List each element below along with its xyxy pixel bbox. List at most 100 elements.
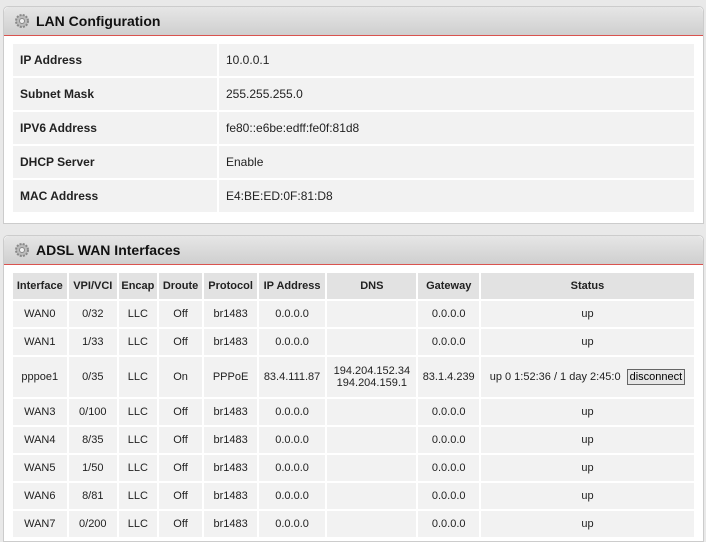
cell-text: up [581,406,594,418]
cell-droute: Off [158,301,203,327]
table-row: WAN0 0/32 LLC Off br1483 0.0.0.0 0.0.0.0 up [13,301,694,327]
disconnect-button[interactable]: disconnect [626,369,686,385]
cell-ip-address: 83.4.111.87 [258,357,326,397]
cell-text: Off [173,490,188,502]
row-label: IPV6 Address [13,112,217,144]
cell-encap: LLC [119,455,157,481]
cell-text: 0.0.0.0 [275,434,309,446]
lan-row: IP Address 10.0.0.1 [13,44,694,76]
cell-status: up [480,427,694,453]
cell-droute: On [158,357,203,397]
cell-status: up [480,483,694,509]
cell-protocol: br1483 [204,455,257,481]
cell-text: LLC [127,406,148,418]
cell-encap: LLC [119,483,157,509]
cell-text: 0/200 [79,518,107,530]
cell-text: 0.0.0.0 [275,518,309,530]
column-header: Interface [13,273,67,299]
cell-text: 0.0.0.0 [431,308,466,320]
table-row: WAN1 1/33 LLC Off br1483 0.0.0.0 0.0.0.0 up [13,329,694,355]
cell-text: up [581,518,594,530]
cell-protocol: PPPoE [204,357,257,397]
lan-row: DHCP Server Enable [13,146,694,178]
cell-text: LLC [127,462,148,474]
table-header-row: Interface VPI/VCI Encap Droute Protocol IP Ad… [13,273,694,299]
lan-panel-header: LAN Configuration [4,7,703,36]
cell-encap: LLC [119,329,157,355]
cell-text: LLC [127,518,148,530]
cell-dns [327,483,417,509]
cell-ip-address: 0.0.0.0 [258,455,326,481]
cell-text: br1483 [213,434,248,446]
row-value: E4:BE:ED:0F:81:D8 [219,180,694,212]
cell-gateway: 0.0.0.0 [418,329,479,355]
cell-text: On [173,371,188,383]
cell-interface: WAN0 [13,301,67,327]
cell-gateway: 0.0.0.0 [418,511,479,537]
cell-interface: pppoe1 [13,357,67,397]
cell-interface: WAN4 [13,427,67,453]
column-header: Droute [158,273,203,299]
gear-icon [15,243,29,257]
adsl-wan-panel: ADSL WAN Interfaces Interface VPI/VCI Enca… [3,235,704,542]
cell-text: up [581,336,594,348]
cell-ip-address: 0.0.0.0 [258,399,326,425]
cell-dns [327,427,417,453]
cell-text: 1/50 [82,462,104,474]
cell-text: 0.0.0.0 [431,518,466,530]
cell-vpi-vci: 1/33 [68,329,117,355]
cell-text: 0.0.0.0 [431,336,466,348]
cell-text: 0.0.0.0 [431,462,466,474]
panel-title: LAN Configuration [36,13,161,29]
lan-row: MAC Address E4:BE:ED:0F:81:D8 [13,180,694,212]
cell-interface: WAN6 [13,483,67,509]
cell-status: up [480,399,694,425]
table-row: WAN5 1/50 LLC Off br1483 0.0.0.0 0.0.0.0 up [13,455,694,481]
column-header: Gateway [418,273,479,299]
cell-text: up [581,462,594,474]
cell-protocol: br1483 [204,301,257,327]
cell-vpi-vci: 0/32 [68,301,117,327]
cell-ip-address: 0.0.0.0 [258,427,326,453]
cell-interface: WAN5 [13,455,67,481]
cell-text: LLC [127,371,148,383]
cell-gateway: 0.0.0.0 [418,455,479,481]
cell-droute: Off [158,455,203,481]
cell-text: br1483 [213,490,248,502]
cell-text: 8/35 [82,434,104,446]
cell-text: 0.0.0.0 [275,336,309,348]
column-header: Status [480,273,694,299]
cell-ip-address: 0.0.0.0 [258,511,326,537]
cell-dns [327,399,417,425]
cell-status: up [480,329,694,355]
cell-ip-address: 0.0.0.0 [258,329,326,355]
cell-encap: LLC [119,357,157,397]
cell-text: WAN1 [24,336,56,348]
cell-dns: 194.204.152.34 194.204.159.1 [327,357,417,397]
cell-text: 194.204.152.34 [333,365,411,377]
row-label: MAC Address [13,180,217,212]
cell-interface: WAN7 [13,511,67,537]
cell-encap: LLC [119,427,157,453]
cell-text: 0.0.0.0 [275,308,309,320]
row-value: 255.255.255.0 [219,78,694,110]
cell-gateway: 0.0.0.0 [418,399,479,425]
cell-ip-address: 0.0.0.0 [258,483,326,509]
cell-dns [327,511,417,537]
cell-text: br1483 [213,406,248,418]
cell-interface: WAN3 [13,399,67,425]
cell-text: LLC [127,490,148,502]
cell-text: Off [173,462,188,474]
cell-text: WAN5 [24,462,56,474]
cell-text: 194.204.159.1 [336,377,408,389]
cell-status: up [480,511,694,537]
cell-text: Off [173,434,188,446]
cell-text: WAN3 [24,406,56,418]
column-header: Encap [119,273,157,299]
cell-text: WAN0 [24,308,56,320]
wan-table: Interface VPI/VCI Encap Droute Protocol IP Ad… [11,271,696,539]
cell-gateway: 83.1.4.239 [418,357,479,397]
cell-gateway: 0.0.0.0 [418,483,479,509]
cell-gateway: 0.0.0.0 [418,301,479,327]
cell-vpi-vci: 0/200 [68,511,117,537]
